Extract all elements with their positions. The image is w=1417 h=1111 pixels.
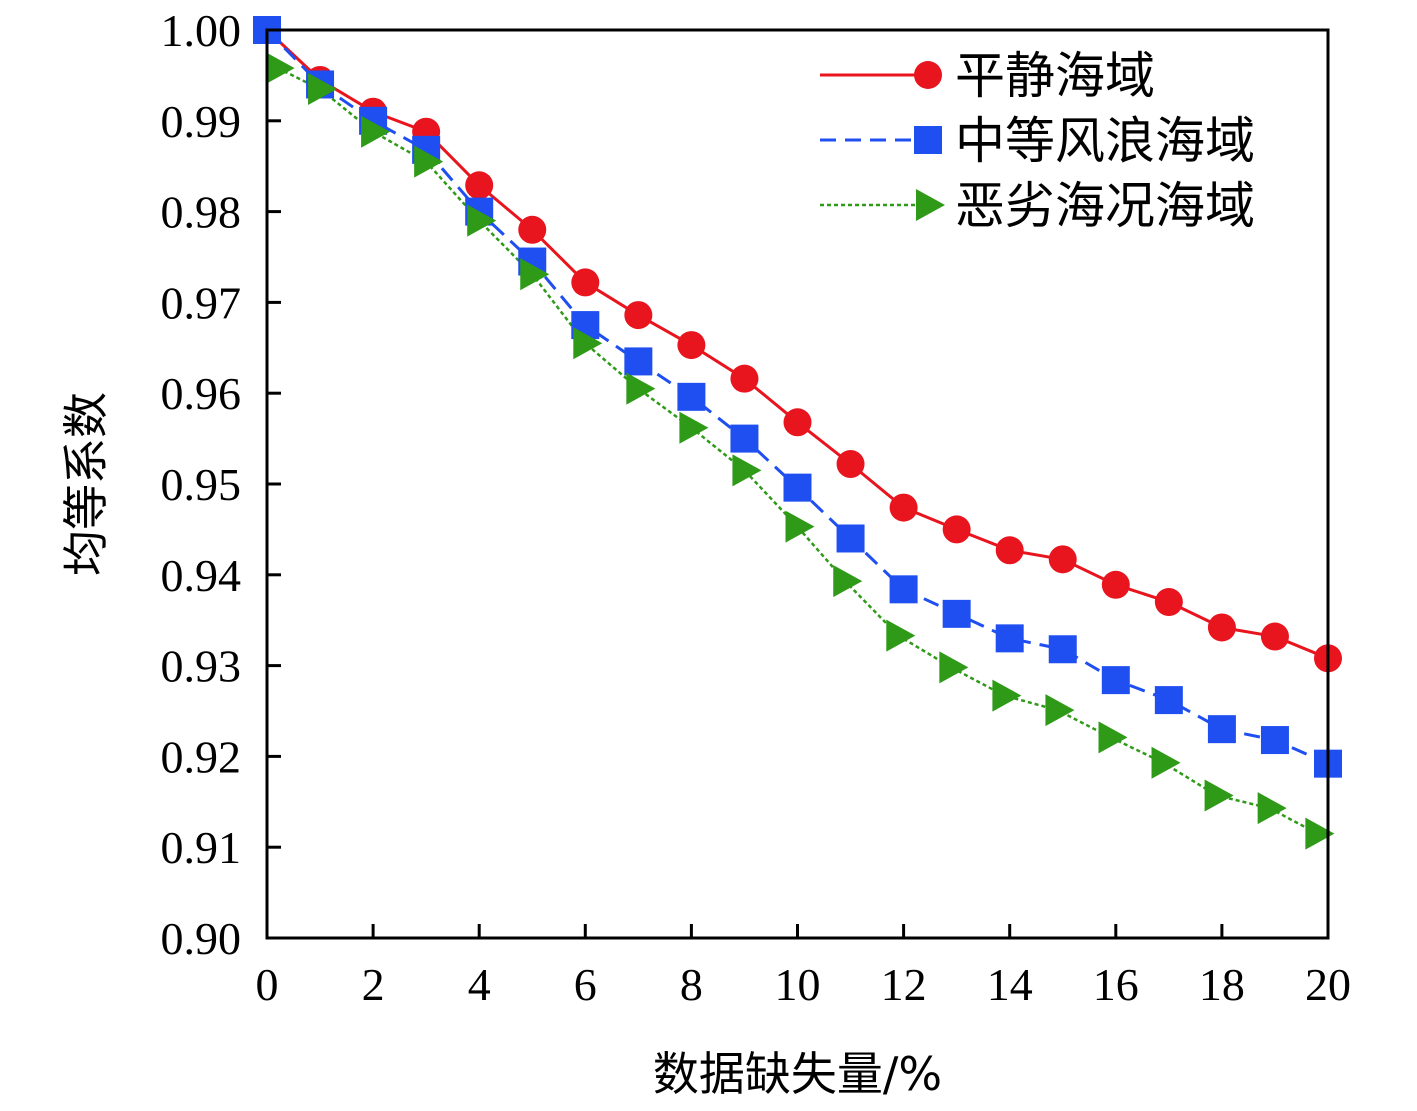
data-point-series-2 <box>265 52 295 85</box>
y-axis-title: 均等系数 <box>59 392 113 576</box>
data-point-series-1 <box>624 347 653 376</box>
y-tick-label: 0.95 <box>161 459 242 510</box>
data-point-series-2 <box>1204 779 1234 812</box>
data-point-series-0 <box>995 536 1024 565</box>
data-point-series-2 <box>308 73 338 106</box>
legend-marker-1 <box>914 126 942 154</box>
data-point-series-2 <box>785 510 815 543</box>
data-point-series-1 <box>783 473 812 502</box>
y-tick-label: 0.90 <box>161 913 242 964</box>
x-tick-label: 14 <box>987 959 1033 1010</box>
data-point-series-0 <box>465 171 494 200</box>
data-point-series-2 <box>467 204 497 237</box>
data-point-series-2 <box>520 258 550 291</box>
legend-label-2: 恶劣海况海域 <box>955 177 1255 235</box>
legend-label-0: 平静海域 <box>955 47 1155 105</box>
x-tick-label: 4 <box>468 959 491 1010</box>
data-point-series-0 <box>1207 613 1236 642</box>
x-axis-ticks: 0 2 4 6 8 10 12 14 16 18 20 <box>256 924 1351 1010</box>
data-point-series-2 <box>732 454 762 487</box>
data-point-series-1 <box>889 575 918 604</box>
x-tick-label: 10 <box>775 959 821 1010</box>
data-point-series-1 <box>1101 666 1130 695</box>
y-tick-label: 0.98 <box>161 187 242 238</box>
data-point-series-0 <box>1101 570 1130 599</box>
data-point-series-0 <box>836 450 865 479</box>
data-point-series-2 <box>1151 746 1181 779</box>
y-axis-ticks: 0.90 0.91 0.92 0.93 0.94 0.95 0.96 0.97 0.98 0.99… <box>161 5 281 964</box>
data-point-series-2 <box>833 565 863 598</box>
x-tick-label: 2 <box>362 959 385 1010</box>
data-point-series-0 <box>1154 588 1183 617</box>
x-tick-label: 6 <box>574 959 597 1010</box>
data-point-series-0 <box>518 215 547 244</box>
data-point-series-2 <box>626 372 656 405</box>
data-point-series-1 <box>836 524 865 553</box>
data-point-series-0 <box>1048 545 1077 574</box>
data-point-series-2 <box>886 619 916 652</box>
y-tick-label: 0.96 <box>161 368 242 419</box>
legend-marker-0 <box>914 61 942 89</box>
y-tick-label: 0.99 <box>161 96 242 147</box>
data-point-series-2 <box>1257 792 1287 825</box>
data-point-series-1 <box>730 424 759 453</box>
legend-marker-2 <box>916 189 945 221</box>
data-point-series-1 <box>1048 635 1077 664</box>
data-point-series-0 <box>1260 622 1289 651</box>
x-tick-label: 20 <box>1305 959 1351 1010</box>
data-point-series-1 <box>1154 686 1183 715</box>
data-point-series-1 <box>995 624 1024 653</box>
x-tick-label: 16 <box>1093 959 1139 1010</box>
data-point-series-1 <box>1260 726 1289 755</box>
legend-label-1: 中等风浪海域 <box>955 112 1255 170</box>
data-point-series-2 <box>1305 817 1335 850</box>
x-tick-label: 12 <box>881 959 927 1010</box>
data-point-series-0 <box>571 268 600 297</box>
x-tick-label: 0 <box>256 959 279 1010</box>
data-point-series-2 <box>992 679 1022 712</box>
data-point-series-2 <box>361 115 391 148</box>
data-point-series-2 <box>1098 721 1128 754</box>
y-tick-label: 0.93 <box>161 641 242 692</box>
y-tick-label: 0.92 <box>161 731 242 782</box>
data-point-series-2 <box>1045 694 1075 727</box>
data-point-series-1 <box>942 599 971 628</box>
y-tick-label: 1.00 <box>161 5 242 56</box>
data-point-series-0 <box>624 301 653 330</box>
data-point-series-2 <box>414 145 444 178</box>
x-axis-title: 数据缺失量/% <box>653 1047 942 1101</box>
y-tick-label: 0.91 <box>161 822 242 873</box>
x-tick-label: 18 <box>1199 959 1245 1010</box>
data-point-series-1 <box>677 382 706 411</box>
data-point-series-0 <box>783 408 812 437</box>
data-point-series-0 <box>942 515 971 544</box>
data-point-series-2 <box>573 327 603 360</box>
data-point-series-2 <box>939 651 969 684</box>
y-tick-label: 0.97 <box>161 277 242 328</box>
series-line-2 <box>277 66 1318 835</box>
x-tick-label: 8 <box>680 959 703 1010</box>
data-point-series-1 <box>1207 715 1236 744</box>
data-point-series-0 <box>677 331 706 360</box>
data-point-series-2 <box>679 411 709 444</box>
data-point-series-0 <box>889 493 918 522</box>
data-point-series-0 <box>730 364 759 393</box>
y-tick-label: 0.94 <box>161 550 242 601</box>
